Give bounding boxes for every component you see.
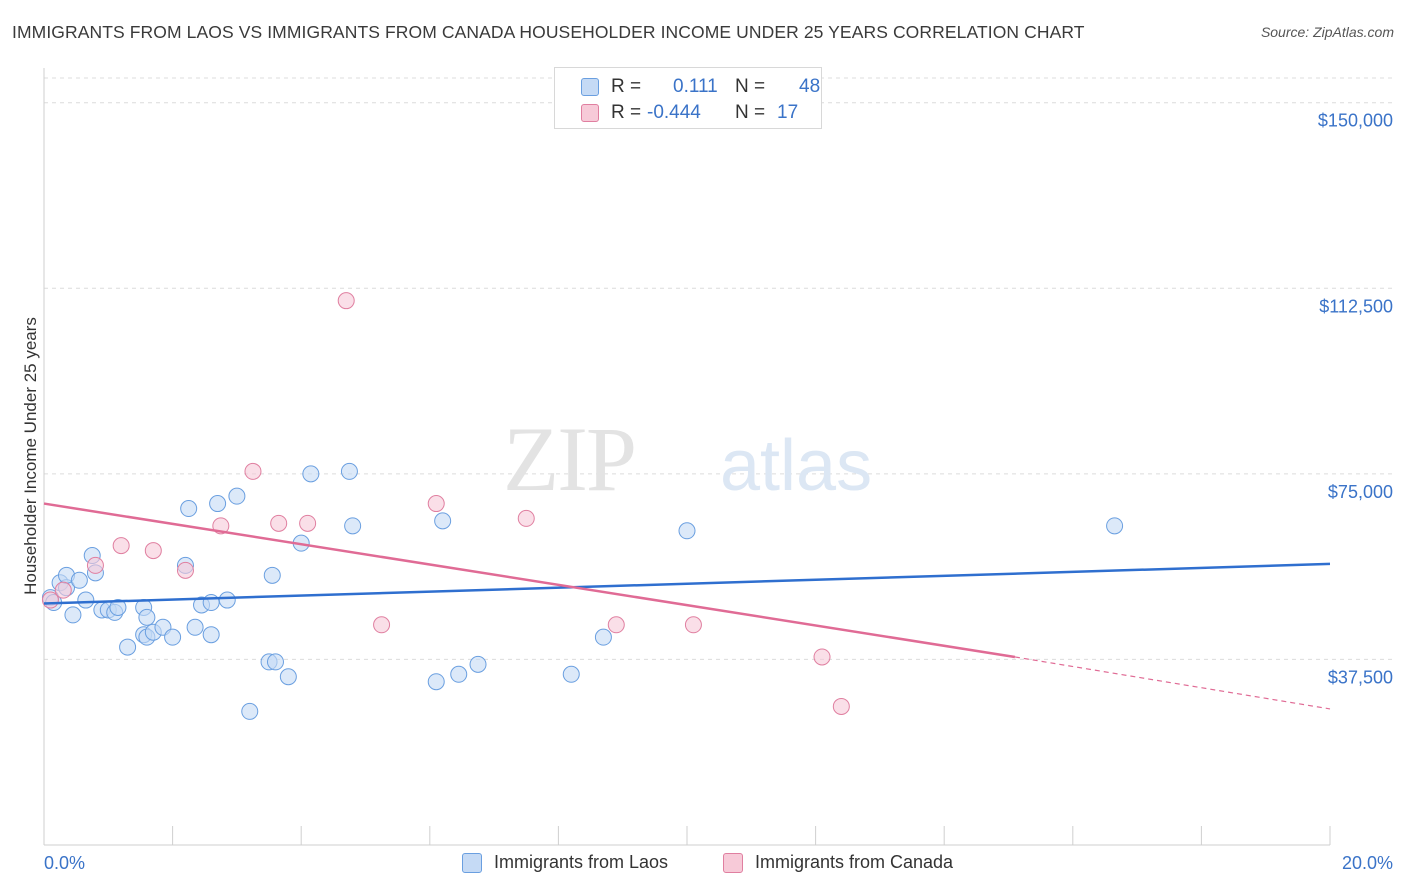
data-point-laos	[138, 608, 156, 626]
data-point-canada	[337, 292, 355, 310]
data-point-laos	[469, 655, 487, 673]
x-tick-label: 20.0%	[1342, 853, 1393, 873]
data-point-laos	[70, 571, 88, 589]
y-tick-label: $75,000	[1328, 482, 1393, 502]
canada-legend-swatch-icon	[723, 853, 743, 873]
y-tick-label: $150,000	[1318, 111, 1393, 131]
data-point-canada	[684, 616, 702, 634]
data-point-canada	[270, 514, 288, 532]
n-label: N =	[735, 102, 766, 123]
data-point-laos	[77, 591, 95, 609]
watermark-atlas: atlas	[720, 426, 872, 506]
data-point-laos	[427, 673, 445, 691]
data-point-laos	[302, 465, 320, 483]
trend-line-canada-extension	[1014, 656, 1331, 710]
data-point-laos	[562, 665, 580, 683]
data-point-canada	[813, 648, 831, 666]
data-point-canada	[517, 509, 535, 527]
trend-line-laos	[43, 562, 1331, 605]
watermark-zip: ZIP	[503, 408, 635, 510]
data-point-laos	[263, 566, 281, 584]
data-point-laos	[202, 594, 220, 612]
r-value: -0.444	[647, 102, 701, 123]
data-point-laos	[180, 500, 198, 518]
n-value: 48	[799, 76, 821, 97]
laos-legend-swatch-icon	[462, 853, 482, 873]
r-label: R =	[611, 76, 642, 97]
points-layer	[41, 292, 1124, 720]
data-point-laos	[186, 618, 204, 636]
data-point-laos	[434, 512, 452, 530]
data-point-canada	[373, 616, 391, 634]
data-point-laos	[64, 606, 82, 624]
data-point-canada	[244, 462, 262, 480]
watermark: ZIP atlas	[503, 408, 872, 510]
trend-line-canada	[43, 502, 1016, 659]
data-point-canada	[176, 561, 194, 579]
legend-label-laos: Immigrants from Laos	[494, 852, 669, 872]
y-tick-label: $112,500	[1319, 296, 1393, 316]
data-point-laos	[266, 653, 284, 671]
data-point-canada	[112, 537, 130, 555]
source-attribution: Source: ZipAtlas.com	[1260, 24, 1394, 40]
data-point-canada	[607, 616, 625, 634]
trend-layer	[43, 502, 1331, 710]
data-point-canada	[832, 697, 850, 715]
data-point-laos	[209, 495, 227, 513]
data-point-laos	[450, 665, 468, 683]
data-point-canada	[144, 542, 162, 560]
data-point-canada	[427, 495, 445, 513]
data-point-laos	[109, 598, 127, 616]
data-point-laos	[202, 626, 220, 644]
y-tick-label: $37,500	[1328, 667, 1393, 687]
data-point-canada	[299, 514, 317, 532]
data-point-laos	[344, 517, 362, 535]
data-point-laos	[594, 628, 612, 646]
n-value: 17	[777, 102, 799, 123]
data-point-laos	[279, 668, 297, 686]
data-point-laos	[241, 702, 259, 720]
r-value: 0.111	[673, 76, 718, 97]
data-point-laos	[1106, 517, 1124, 535]
x-tick-label: 0.0%	[44, 853, 85, 873]
grid-layer	[44, 77, 1395, 660]
data-point-laos	[678, 522, 696, 540]
data-point-laos	[218, 591, 236, 609]
data-point-canada	[54, 581, 72, 599]
axis-layer: $37,500 $75,000 $112,500 $150,000 0.0% 20.0%	[43, 68, 1393, 873]
r-label: R =	[611, 102, 642, 123]
legend-label-canada: Immigrants from Canada	[755, 852, 954, 872]
n-label: N =	[735, 76, 766, 97]
data-point-laos	[164, 628, 182, 646]
data-point-canada	[86, 556, 104, 574]
chart-title: IMMIGRANTS FROM LAOS VS IMMIGRANTS FROM …	[12, 22, 1085, 42]
stats-legend: R = 0.111 N = 48 R = -0.444 N = 17	[554, 67, 822, 129]
data-point-laos	[228, 487, 246, 505]
data-point-laos	[119, 638, 137, 656]
canada-swatch-icon	[581, 104, 599, 122]
laos-swatch-icon	[581, 78, 599, 96]
data-point-laos	[340, 462, 358, 480]
y-axis-label: Householder Income Under 25 years	[21, 317, 40, 595]
